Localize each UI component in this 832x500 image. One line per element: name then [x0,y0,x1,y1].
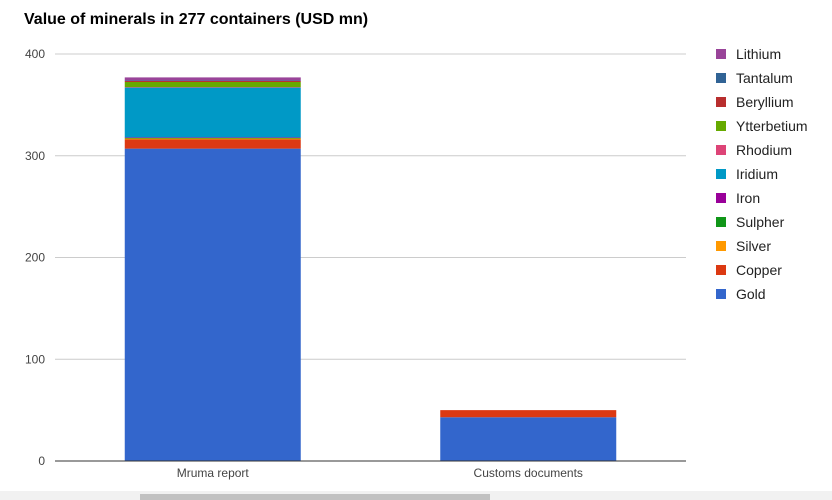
bar-segment [440,417,617,461]
horizontal-scrollbar[interactable] [0,491,832,500]
legend-label: Gold [736,286,766,302]
y-tick-label: 0 [38,454,45,468]
legend-swatch [716,217,726,227]
legend-label: Sulpher [736,214,785,230]
legend-swatch [716,49,726,59]
legend-swatch [716,289,726,299]
legend-label: Iron [736,190,761,206]
legend-swatch [716,97,726,107]
bar-segment [124,137,301,138]
legend-swatch [716,241,726,251]
legend-swatch [716,73,726,83]
legend-label: Copper [736,262,782,278]
bar-segment [124,148,301,461]
y-tick-label: 400 [25,47,45,61]
bar-segment [440,410,617,418]
x-tick-label: Customs documents [474,466,583,480]
x-tick-label: Mruma report [177,466,250,480]
bar-segment [124,77,301,81]
bar-segment [124,80,301,81]
legend-label: Beryllium [736,94,794,110]
legend-label: Silver [736,238,772,254]
bar-segment [124,138,301,140]
bar-segment [124,81,301,88]
y-tick-label: 300 [25,149,45,163]
legend-label: Ytterbetium [736,118,808,134]
legend-swatch [716,145,726,155]
legend-swatch [716,121,726,131]
legend-label: Rhodium [736,142,793,158]
bar-segment [124,137,301,139]
legend-swatch [716,169,726,179]
legend-label: Tantalum [736,70,793,86]
legend-swatch [716,265,726,275]
y-tick-label: 100 [25,352,45,366]
y-tick-label: 200 [25,251,45,265]
chart-title: Value of minerals in 277 containers (USD… [24,11,369,28]
bar-segment [124,87,301,88]
legend-swatch [716,193,726,203]
bar-segment [124,139,301,149]
bar-segment [124,80,301,82]
scrollbar-thumb[interactable] [140,494,490,500]
bar-segment [124,87,301,138]
legend-label: Lithium [736,46,782,62]
legend-label: Iridium [736,166,779,182]
